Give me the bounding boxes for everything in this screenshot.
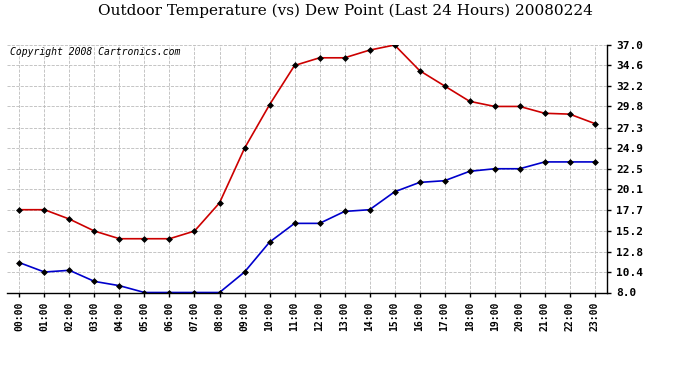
Text: Copyright 2008 Cartronics.com: Copyright 2008 Cartronics.com [10, 48, 180, 57]
Text: Outdoor Temperature (vs) Dew Point (Last 24 Hours) 20080224: Outdoor Temperature (vs) Dew Point (Last… [97, 4, 593, 18]
